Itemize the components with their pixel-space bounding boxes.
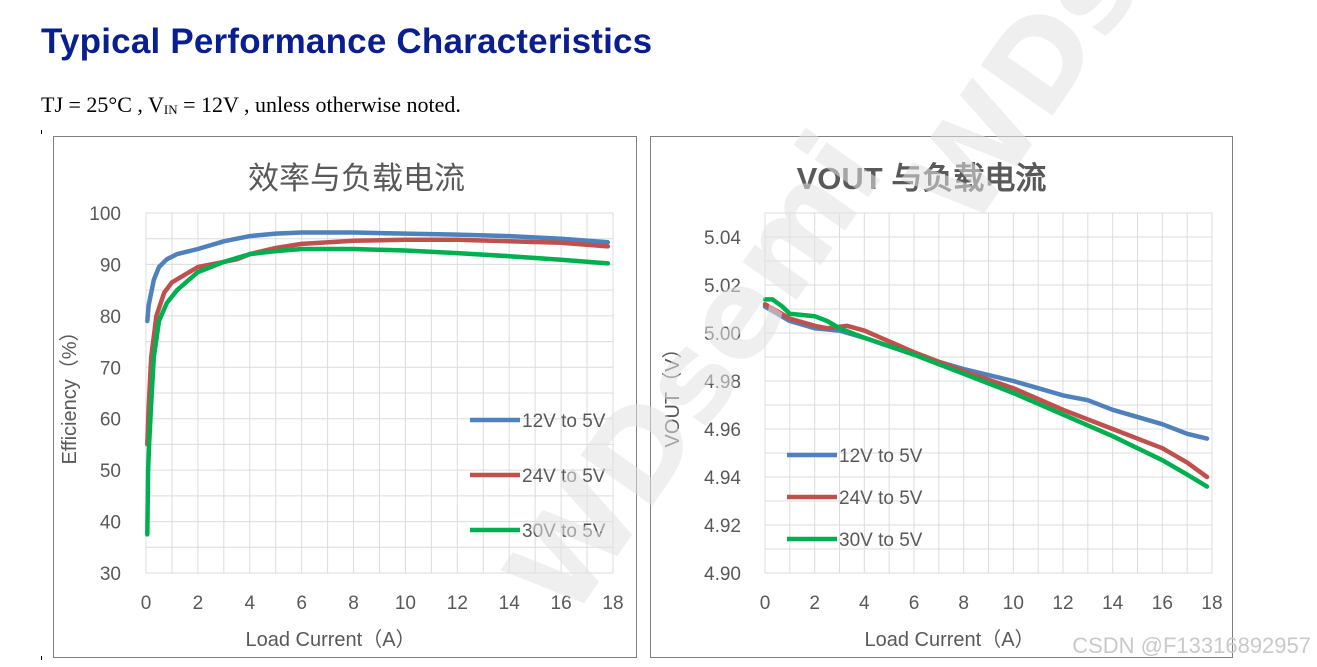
subtitle-text-2: = 12V , unless otherwise noted. xyxy=(177,92,461,117)
legend-label: 24V to 5V xyxy=(522,466,606,487)
chart-title: 效率与负载电流 xyxy=(248,161,465,196)
page-title: Typical Performance Characteristics xyxy=(41,22,653,61)
y-tick-label: 5.00 xyxy=(704,324,741,345)
x-tick-label: 16 xyxy=(551,593,572,614)
legend-label: 24V to 5V xyxy=(839,488,923,509)
vout-chart-svg: VOUT 与负载电流 4.90 4.92 4.94 4.96 4.98 5.00 5.02 5.… xyxy=(661,161,1223,651)
subtitle-subscript: IN xyxy=(163,102,178,117)
x-tick-label: 0 xyxy=(141,593,152,614)
x-tick-label: 2 xyxy=(193,593,204,614)
x-tick-label: 18 xyxy=(1201,593,1222,614)
x-tick-label: 12 xyxy=(447,593,468,614)
series-line xyxy=(145,230,611,324)
y-tick-label: 80 xyxy=(100,307,121,328)
x-tick-label: 0 xyxy=(760,593,771,614)
x-tick-label: 8 xyxy=(348,593,359,614)
subtitle-text-1: TJ = 25°C , V xyxy=(41,92,164,117)
x-tick-label: 6 xyxy=(296,593,307,614)
csdn-watermark: CSDN @F13316892957 xyxy=(1072,633,1311,658)
x-tick-label: 16 xyxy=(1152,593,1173,614)
y-tick-label: 4.90 xyxy=(704,564,741,585)
vout-chart: VOUT 与负载电流 4.90 4.92 4.94 4.96 4.98 5.00 5.02 5.… xyxy=(650,136,1233,658)
y-tick-label: 40 xyxy=(100,513,121,534)
corner-tick xyxy=(41,130,42,134)
legend-label: 12V to 5V xyxy=(522,411,606,432)
y-tick-label: 30 xyxy=(100,564,121,585)
y-tick-label: 4.96 xyxy=(704,420,741,441)
efficiency-chart-svg: 效率与负载电流 30 40 50 60 70 80 90 100 0 2 4 6 8 10 12 14 16 18 L… xyxy=(58,161,624,651)
y-tick-label: 60 xyxy=(100,410,121,431)
y-axis-label: Efficiency（%） xyxy=(58,321,81,464)
y-tick-label: 5.02 xyxy=(704,276,741,297)
chart-title: VOUT 与负载电流 xyxy=(797,161,1047,196)
x-tick-label: 10 xyxy=(1003,593,1024,614)
y-tick-label: 4.98 xyxy=(704,372,741,393)
x-tick-label: 6 xyxy=(909,593,920,614)
x-axis-label: Load Current（A） xyxy=(864,628,1034,651)
x-tick-label: 10 xyxy=(395,593,416,614)
x-tick-label: 2 xyxy=(809,593,820,614)
x-axis-label: Load Current（A） xyxy=(245,628,415,651)
x-tick-label: 12 xyxy=(1052,593,1073,614)
y-tick-label: 4.94 xyxy=(704,468,741,489)
legend-label: 30V to 5V xyxy=(522,521,606,542)
y-axis-label: VOUT（V） xyxy=(661,339,684,448)
page-subtitle: TJ = 25°C , VIN = 12V , unless otherwise… xyxy=(41,92,461,118)
x-tick-label: 14 xyxy=(499,593,521,614)
legend-label: 30V to 5V xyxy=(839,530,923,551)
x-tick-label: 4 xyxy=(859,593,870,614)
y-tick-label: 5.04 xyxy=(704,228,741,249)
x-tick-label: 4 xyxy=(244,593,255,614)
x-tick-label: 8 xyxy=(958,593,969,614)
x-tick-label: 18 xyxy=(602,593,623,614)
y-tick-label: 4.92 xyxy=(704,516,741,537)
y-tick-label: 50 xyxy=(100,461,121,482)
efficiency-chart: 效率与负载电流 30 40 50 60 70 80 90 100 0 2 4 6 8 10 12 14 16 18 L… xyxy=(53,136,637,658)
corner-tick xyxy=(41,656,42,660)
y-tick-label: 70 xyxy=(100,358,121,379)
y-tick-label: 90 xyxy=(100,255,121,276)
y-tick-label: 100 xyxy=(89,204,121,225)
x-tick-label: 14 xyxy=(1102,593,1124,614)
legend-label: 12V to 5V xyxy=(839,446,923,467)
series-line xyxy=(762,297,1210,489)
series-line xyxy=(145,246,611,537)
